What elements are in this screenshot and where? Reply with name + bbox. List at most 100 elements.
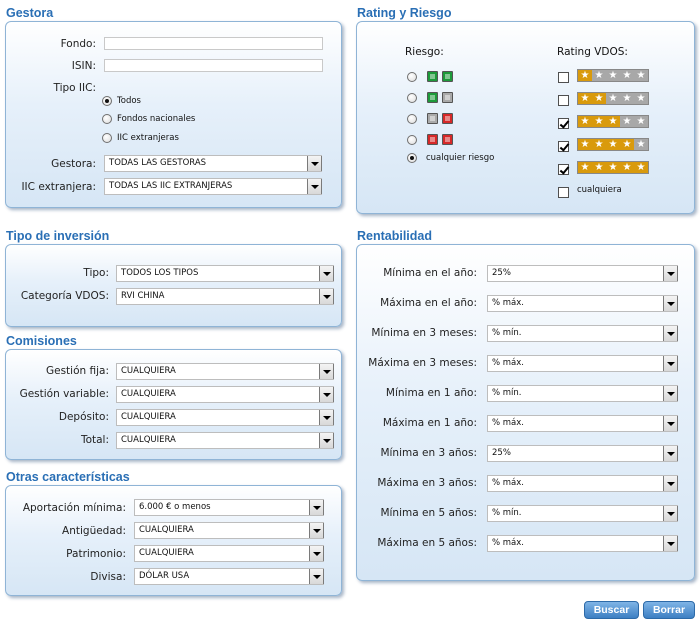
antiguedad-select[interactable]: CUALQUIERA	[134, 522, 324, 539]
chevron-down-icon[interactable]	[663, 356, 678, 371]
rentabilidad-select-value: % máx.	[492, 538, 524, 548]
rating-checkbox-3[interactable]	[558, 118, 569, 129]
risk-radio-1[interactable]	[407, 72, 417, 82]
chevron-down-icon[interactable]	[319, 387, 334, 402]
gestion-variable-select[interactable]: CUALQUIERA	[116, 386, 334, 403]
chevron-down-icon[interactable]	[307, 156, 322, 171]
fondo-input[interactable]	[104, 37, 323, 50]
rentabilidad-select[interactable]: % mín.	[487, 325, 678, 342]
star-empty-icon: ★	[620, 93, 634, 104]
rentabilidad-select[interactable]: 25%	[487, 265, 678, 282]
rating-stars-5: ★ ★ ★ ★ ★	[577, 161, 649, 174]
patrimonio-select[interactable]: CUALQUIERA	[134, 545, 324, 562]
risk-radio-2[interactable]	[407, 93, 417, 103]
chevron-down-icon[interactable]	[319, 289, 334, 304]
borrar-button[interactable]: Borrar	[643, 601, 695, 619]
patrimonio-select-value: CUALQUIERA	[139, 548, 194, 558]
chevron-down-icon[interactable]	[663, 416, 678, 431]
star-filled-icon: ★	[606, 162, 620, 173]
gestora-select[interactable]: TODAS LAS GESTORAS	[104, 155, 322, 172]
chevron-down-icon[interactable]	[309, 523, 324, 538]
rentabilidad-select-value: % mín.	[492, 388, 522, 398]
total-select-value: CUALQUIERA	[121, 435, 176, 445]
rentabilidad-select[interactable]: % máx.	[487, 535, 678, 552]
chevron-down-icon[interactable]	[663, 296, 678, 311]
rentabilidad-select[interactable]: % mín.	[487, 385, 678, 402]
section-title-otras: Otras características	[6, 470, 130, 484]
risk-green-icon	[427, 71, 438, 82]
risk-radio-4[interactable]	[407, 135, 417, 145]
comisiones-panel: Gestión fija: CUALQUIERA Gestión variabl…	[5, 349, 342, 460]
categoria-select[interactable]: RVI CHINA	[116, 288, 334, 305]
rating-checkbox-2[interactable]	[558, 95, 569, 106]
tipo-select[interactable]: TODOS LOS TIPOS	[116, 265, 334, 282]
chevron-down-icon[interactable]	[663, 506, 678, 521]
chevron-down-icon[interactable]	[309, 500, 324, 515]
chevron-down-icon[interactable]	[309, 569, 324, 584]
rentabilidad-select-value: % máx.	[492, 478, 524, 488]
rentabilidad-select[interactable]: % máx.	[487, 355, 678, 372]
rentabilidad-select[interactable]: % mín.	[487, 505, 678, 522]
rentabilidad-select-value: 25%	[492, 448, 511, 458]
divisa-label: Divisa:	[90, 571, 126, 583]
section-title-rating: Rating y Riesgo	[357, 6, 452, 20]
radio-todos-label: Todos	[117, 96, 141, 106]
section-title-comisiones: Comisiones	[6, 334, 77, 348]
chevron-down-icon[interactable]	[663, 536, 678, 551]
chevron-down-icon[interactable]	[309, 546, 324, 561]
chevron-down-icon[interactable]	[319, 410, 334, 425]
rating-checkbox-any[interactable]	[558, 187, 569, 198]
rating-checkbox-5[interactable]	[558, 164, 569, 175]
risk-gray-icon	[442, 92, 453, 103]
rentabilidad-label: Máxima en 5 años:	[377, 537, 477, 549]
risk-red-icon	[427, 134, 438, 145]
rentabilidad-label: Mínima en 1 año:	[385, 387, 477, 399]
deposito-select[interactable]: CUALQUIERA	[116, 409, 334, 426]
chevron-down-icon[interactable]	[307, 179, 322, 194]
rentabilidad-panel: Mínima en el año: 25% Máxima en el año: % m…	[356, 244, 695, 581]
rentabilidad-select[interactable]: % máx.	[487, 475, 678, 492]
chevron-down-icon[interactable]	[319, 364, 334, 379]
rating-checkbox-1[interactable]	[558, 72, 569, 83]
rentabilidad-select[interactable]: % máx.	[487, 415, 678, 432]
chevron-down-icon[interactable]	[663, 266, 678, 281]
radio-iic-extranjeras[interactable]	[102, 133, 112, 143]
rating-stars-2: ★ ★ ★ ★ ★	[577, 92, 649, 105]
chevron-down-icon[interactable]	[663, 446, 678, 461]
chevron-down-icon[interactable]	[663, 386, 678, 401]
aportacion-select-value: 6.000 € o menos	[139, 502, 211, 512]
tipo-panel: Tipo: TODOS LOS TIPOS Categoría VDOS: RV…	[5, 244, 342, 327]
categoria-select-value: RVI CHINA	[121, 291, 165, 301]
otras-panel: Aportación mínima: 6.000 € o menos Antig…	[5, 485, 342, 596]
star-empty-icon: ★	[634, 139, 648, 150]
rating-stars-4: ★ ★ ★ ★ ★	[577, 138, 649, 151]
rentabilidad-label: Mínima en 3 años:	[380, 447, 477, 459]
rating-panel: Riesgo: Rating VDOS: cualquier riesgo ★ ★…	[356, 21, 695, 214]
total-select[interactable]: CUALQUIERA	[116, 432, 334, 449]
buscar-button[interactable]: Buscar	[584, 601, 639, 619]
radio-fondos-nacionales[interactable]	[102, 114, 112, 124]
chevron-down-icon[interactable]	[319, 433, 334, 448]
chevron-down-icon[interactable]	[663, 326, 678, 341]
risk-radio-3[interactable]	[407, 114, 417, 124]
chevron-down-icon[interactable]	[663, 476, 678, 491]
star-empty-icon: ★	[620, 116, 634, 127]
rentabilidad-select-value: 25%	[492, 268, 511, 278]
star-filled-icon: ★	[592, 116, 606, 127]
rentabilidad-select[interactable]: % máx.	[487, 295, 678, 312]
radio-todos[interactable]	[102, 96, 112, 106]
risk-radio-any[interactable]	[407, 153, 417, 163]
rentabilidad-select[interactable]: 25%	[487, 445, 678, 462]
rentabilidad-label: Mínima en 5 años:	[380, 507, 477, 519]
star-filled-icon: ★	[634, 162, 648, 173]
section-title-rentabilidad: Rentabilidad	[357, 229, 433, 243]
riesgo-label: Riesgo:	[405, 46, 444, 58]
rating-checkbox-4[interactable]	[558, 141, 569, 152]
chevron-down-icon[interactable]	[319, 266, 334, 281]
aportacion-select[interactable]: 6.000 € o menos	[134, 499, 324, 516]
divisa-select[interactable]: DÓLAR USA	[134, 568, 324, 585]
gestion-fija-select[interactable]: CUALQUIERA	[116, 363, 334, 380]
categoria-label: Categoría VDOS:	[20, 290, 109, 302]
iic-extranjera-select[interactable]: TODAS LAS IIC EXTRANJERAS	[104, 178, 322, 195]
isin-input[interactable]	[104, 59, 323, 72]
